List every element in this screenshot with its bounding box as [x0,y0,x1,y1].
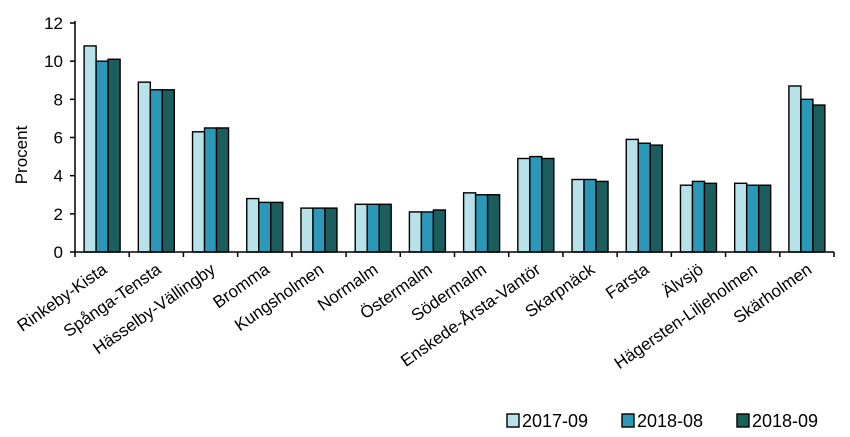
bar-2018-09-10 [595,180,609,253]
x-category-label: Farsta [602,259,653,303]
bar-2018-09-11 [649,144,663,253]
bar-2018-08-10 [583,178,597,253]
legend-label-2017-09: 2017-09 [522,411,588,431]
bar-2017-09-10 [571,178,585,253]
bar-2018-08-5 [312,207,326,253]
bar-2018-09-6 [378,203,392,253]
bar-2017-09-3 [191,131,206,253]
bar-2017-09-7 [408,211,423,253]
x-axis: Rinkeby-KistaSpånga-TenstaHässelby-Välli… [14,251,835,373]
y-tick-label: 2 [54,205,63,224]
bar-2018-09-13 [757,184,772,253]
bar-2018-08-9 [529,155,543,253]
legend-label-2018-09: 2018-09 [752,411,818,431]
y-axis-title: Procent [12,125,31,184]
bar-2018-08-12 [691,180,706,253]
bar-2018-08-13 [745,184,760,253]
bar-2018-09-8 [486,194,501,253]
bar-2017-09-11 [625,138,639,253]
bar-2017-09-1 [83,45,97,253]
bar-2018-09-9 [541,157,555,253]
bar-2017-09-4 [246,197,260,253]
y-tick-label: 4 [54,167,63,186]
bar-2018-08-7 [420,211,435,253]
bar-2017-09-6 [354,203,368,253]
bar-2018-08-4 [258,201,272,253]
bar-2017-09-14 [788,85,802,253]
bar-2018-08-14 [800,98,814,253]
bar-2018-08-3 [203,127,218,253]
bar-2017-09-8 [462,192,477,253]
bar-2018-08-1 [95,60,109,253]
bar-2017-09-5 [300,207,314,253]
bar-2017-09-2 [137,81,152,253]
bar-2018-09-5 [324,207,338,253]
bar-2018-09-1 [107,58,121,253]
bar-2018-08-11 [637,142,651,253]
bar-2018-09-14 [812,104,826,253]
legend-swatch-2018-09 [736,413,750,428]
bar-2017-09-9 [517,157,531,253]
bar-2018-09-12 [703,182,718,253]
bar-2017-09-12 [679,184,694,253]
legend-swatch-2018-08 [621,413,635,428]
y-tick-label: 6 [54,129,63,148]
legend: 2017-09 2018-08 2018-09 [506,411,818,431]
y-axis: 0 2 4 6 8 10 12 [44,14,76,262]
y-tick-label: 10 [44,52,63,71]
bar-2017-09-13 [733,182,748,253]
bar-2018-08-6 [366,203,380,253]
bar-2018-08-2 [149,89,164,253]
bars-layer [83,45,826,253]
y-tick-label: 12 [44,14,63,33]
y-tick-label: 0 [54,243,63,262]
bar-2018-09-2 [161,89,176,253]
y-tick-label: 8 [54,90,63,109]
bar-2018-09-3 [215,127,230,253]
legend-label-2018-08: 2018-08 [637,411,703,431]
bar-2018-09-7 [432,209,447,253]
legend-swatch-2017-09 [506,413,520,428]
bar-2018-09-4 [270,201,284,253]
bar-2018-08-8 [474,194,489,253]
